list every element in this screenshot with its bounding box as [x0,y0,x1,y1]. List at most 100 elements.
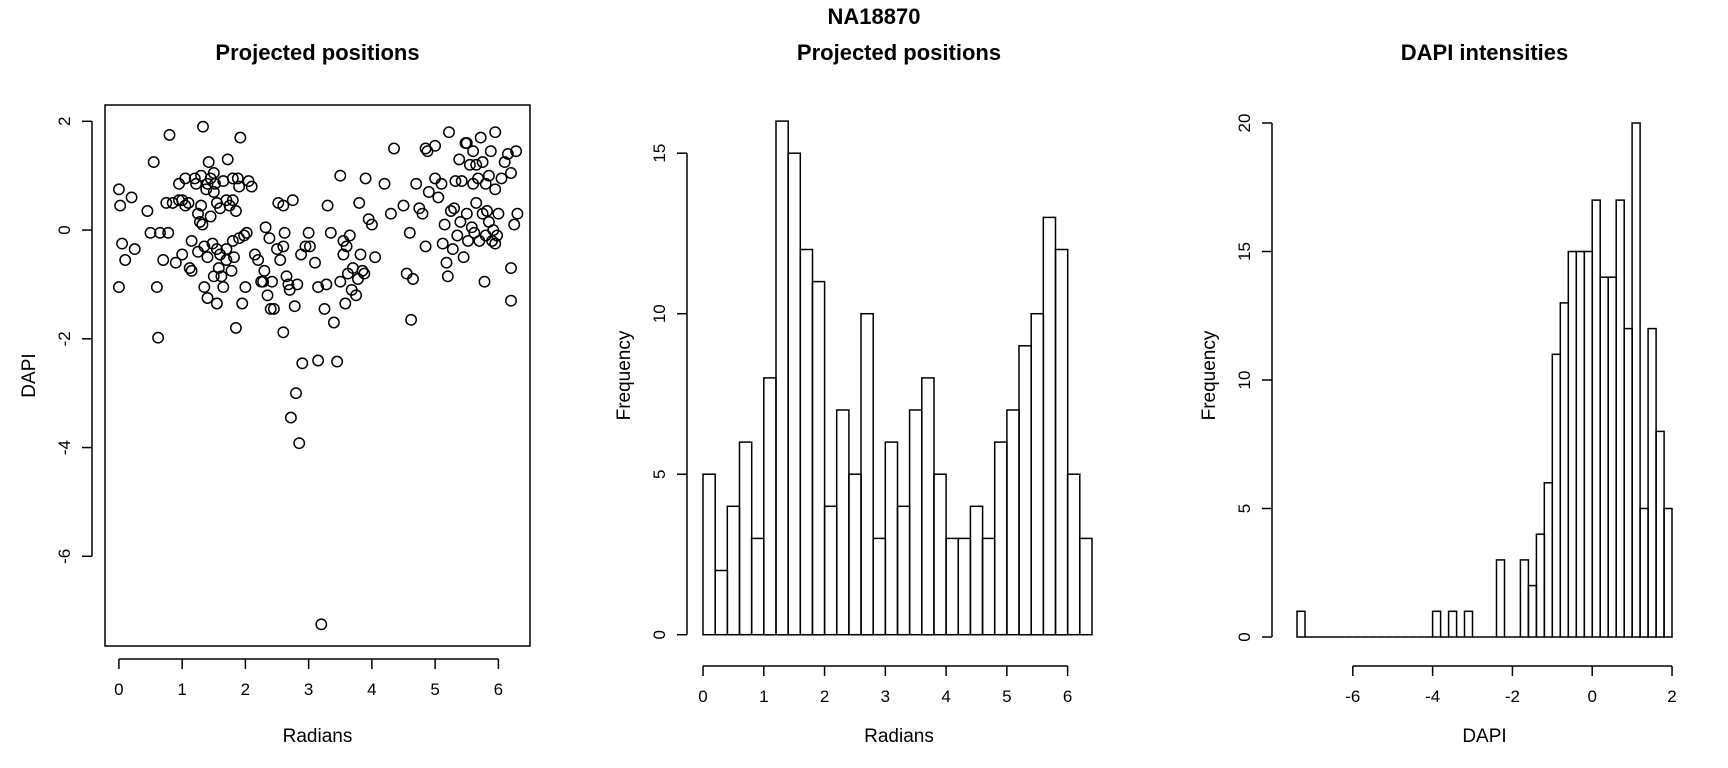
data-point [421,145,434,158]
data-point [200,183,213,196]
x-tick-label: 2 [241,680,250,699]
data-point [511,207,524,220]
y-tick-label: -2 [55,331,74,346]
x-tick-label: 4 [367,680,376,699]
data-point [491,229,504,242]
data-point [114,199,127,212]
data-point [192,245,204,258]
data-point [245,180,258,193]
data-point [239,281,252,294]
data-point [266,275,278,288]
histogram-bar [1527,584,1538,638]
histogram-bar [933,473,947,636]
data-point [152,331,165,344]
data-point [261,289,274,302]
y-tick-label: 10 [650,304,669,323]
histogram-bar [993,441,1008,636]
radians-histogram-panel: Projected positions 0 1 2 3 4 5 6 Radians 0 5 10 15 F… [614,40,1093,747]
x-tick-label: 1 [759,687,768,706]
histogram-bar [1615,199,1625,638]
histogram-bar [1599,276,1609,638]
data-point [238,229,251,242]
data-point [334,169,347,182]
data-point [481,205,493,217]
x-axis-label: Radians [283,726,353,747]
data-point [337,248,350,261]
data-point [473,234,486,247]
data-point [290,387,302,400]
data-point [169,256,182,269]
panel-title: Projected positions [215,40,419,65]
y-tick-label: -4 [55,440,74,455]
x-tick-label: 2 [1667,687,1676,706]
histogram-bar [908,409,923,636]
data-point [320,278,333,291]
data-point [453,153,466,166]
data-point [479,177,492,190]
data-point [505,167,517,179]
data-point [324,226,337,239]
data-point [489,126,502,139]
y-tick-label: 15 [1235,242,1254,261]
data-point [271,243,283,256]
y-axis-label: Frequency [614,330,635,420]
data-point [388,142,400,155]
histogram-bar [787,152,802,636]
data-point [489,237,502,250]
data-point [378,177,391,190]
data-point [451,229,464,242]
data-point [196,218,209,231]
data-point [460,137,473,150]
data-point [454,215,467,228]
data-point [419,240,432,253]
data-point [217,281,230,294]
data-point [448,202,461,215]
data-point [422,186,435,198]
plot-frame [104,104,531,647]
data-point [429,172,442,185]
data-point [309,256,321,269]
x-tick-label: 0 [114,680,123,699]
scatter-panel: Projected positions 0 1 2 3 4 5 6 Radians -6 -4 -2 0… [19,40,531,747]
data-point [479,229,492,242]
x-axis-label: Radians [864,726,934,747]
data-point [183,262,196,275]
data-point [312,281,325,294]
data-point [403,226,416,239]
data-point [457,251,470,264]
histogram-bar [1655,430,1665,638]
data-point [440,256,453,269]
data-point [463,158,476,171]
data-point [293,437,306,450]
histogram-bar [1463,610,1474,638]
histogram-bar [969,505,984,636]
histogram-bar [1607,276,1617,638]
data-point [365,218,378,231]
histogram-bar [1447,610,1458,638]
histogram-bar [1054,248,1069,636]
histogram-bar [1623,327,1633,638]
data-point [212,262,225,275]
data-point [356,264,369,277]
y-axis-label: DAPI [19,353,40,397]
x-tick-label: 2 [820,687,829,706]
histogram-bar [1647,327,1657,638]
histogram-bar [1431,610,1442,638]
data-point [119,254,132,266]
data-point [192,207,204,220]
data-point [334,275,347,288]
data-point [176,248,189,261]
data-point [441,270,454,283]
histogram-bar [1631,122,1641,638]
histogram-bar [1535,533,1546,638]
x-tick-label: 0 [1587,687,1596,706]
histogram-bar [1591,199,1601,638]
data-point [495,172,508,185]
data-point [340,240,353,253]
data-point [226,234,239,247]
data-point [264,302,277,315]
data-point [315,618,328,631]
data-point [141,205,154,217]
histogram-bar [1575,250,1586,638]
